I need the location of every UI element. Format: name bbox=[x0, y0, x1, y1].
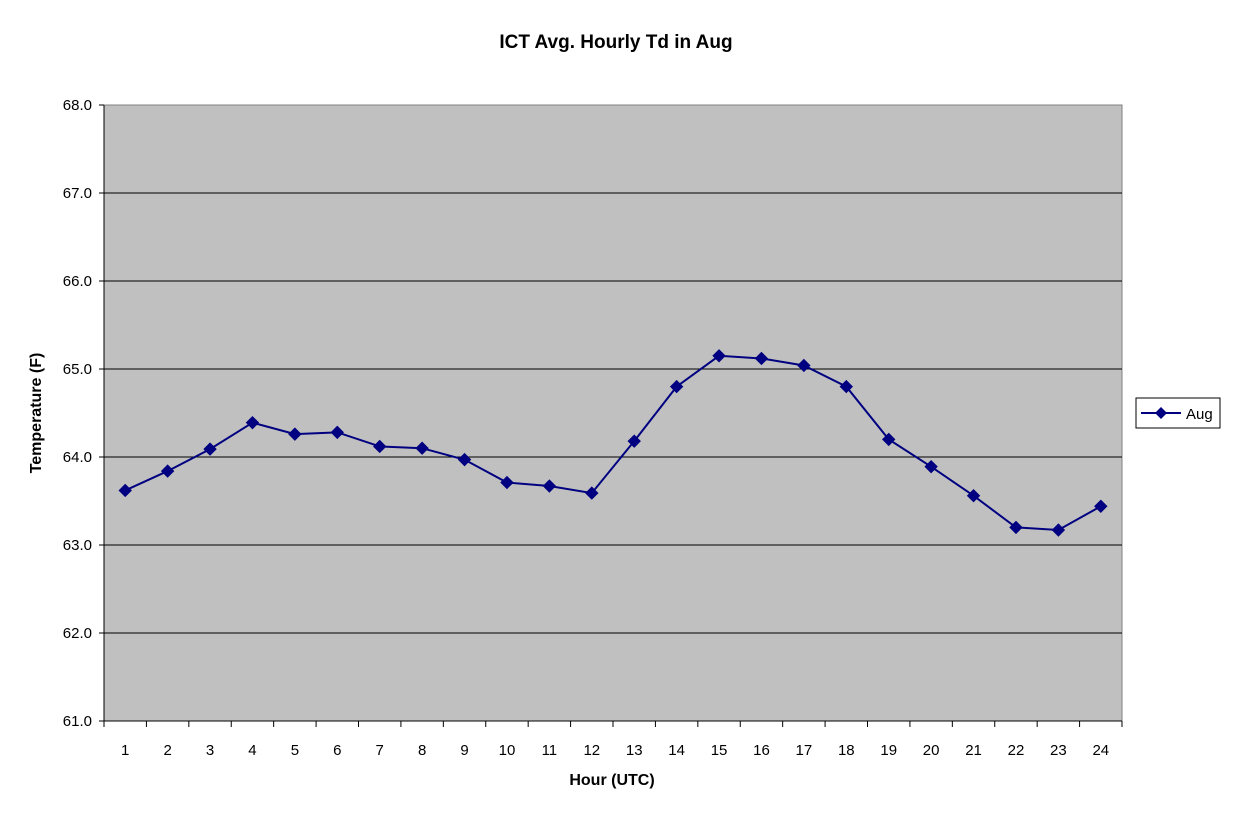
y-tick-label: 66.0 bbox=[63, 273, 92, 290]
data-point-17 bbox=[797, 358, 811, 373]
x-tick-label: 24 bbox=[1092, 742, 1109, 759]
series-aug bbox=[118, 349, 1108, 537]
data-point-18 bbox=[839, 379, 853, 394]
x-tick-label: 14 bbox=[668, 742, 685, 759]
data-point-3 bbox=[203, 442, 217, 456]
x-tick-label: 20 bbox=[923, 742, 940, 759]
data-point-10 bbox=[500, 475, 514, 490]
data-point-6 bbox=[330, 425, 344, 440]
data-point-1 bbox=[118, 483, 132, 498]
y-tick-label: 64.0 bbox=[63, 449, 92, 466]
x-tick-label: 10 bbox=[499, 742, 516, 759]
data-point-15 bbox=[712, 349, 726, 363]
x-tick-label: 11 bbox=[542, 742, 558, 759]
x-tick-label: 1 bbox=[121, 742, 129, 759]
data-point-4 bbox=[245, 415, 260, 430]
y-tick-label: 65.0 bbox=[63, 361, 92, 378]
plot-area bbox=[103, 104, 1123, 722]
legend: Aug bbox=[1135, 397, 1221, 429]
data-point-14 bbox=[669, 379, 684, 394]
x-tick-label: 7 bbox=[376, 742, 384, 759]
x-tick-label: 22 bbox=[1008, 742, 1025, 759]
x-tick-label: 17 bbox=[796, 742, 813, 759]
data-point-20 bbox=[924, 459, 938, 474]
data-point-24 bbox=[1094, 499, 1108, 513]
y-axis-ticks: 61.0 62.0 63.0 64.0 65.0 66.0 67.0 68.0 bbox=[63, 97, 104, 730]
data-point-2 bbox=[160, 464, 175, 478]
x-tick-label: 13 bbox=[626, 742, 643, 759]
data-point-16 bbox=[754, 351, 769, 366]
x-tick-label: 5 bbox=[291, 742, 299, 759]
gridlines bbox=[104, 192, 1122, 634]
x-tick-label: 9 bbox=[460, 742, 468, 759]
data-point-8 bbox=[415, 441, 429, 455]
y-tick-label: 61.0 bbox=[63, 713, 92, 730]
x-tick-label: 6 bbox=[333, 742, 341, 759]
x-tick-label: 4 bbox=[248, 742, 256, 759]
data-point-13 bbox=[627, 434, 641, 448]
chart-title: ICT Avg. Hourly Td in Aug bbox=[499, 32, 732, 53]
x-tick-label: 16 bbox=[753, 742, 770, 759]
legend-label-aug: Aug bbox=[1186, 406, 1213, 423]
y-tick-label: 62.0 bbox=[63, 625, 92, 642]
data-point-21 bbox=[966, 489, 981, 503]
data-point-5 bbox=[288, 427, 302, 441]
x-tick-label: 15 bbox=[711, 742, 728, 759]
x-axis-title: Hour (UTC) bbox=[569, 772, 654, 789]
x-tick-label: 23 bbox=[1050, 742, 1067, 759]
x-tick-label: 3 bbox=[206, 742, 214, 759]
x-tick-label: 2 bbox=[163, 742, 171, 759]
legend-marker-diamond bbox=[1155, 407, 1167, 419]
x-tick-label: 21 bbox=[965, 742, 982, 759]
x-tick-label: 12 bbox=[583, 742, 600, 759]
y-tick-label: 68.0 bbox=[63, 97, 92, 114]
x-tick-label: 18 bbox=[838, 742, 855, 759]
y-tick-label: 67.0 bbox=[63, 185, 92, 202]
data-point-22 bbox=[1009, 520, 1023, 535]
data-point-19 bbox=[882, 432, 896, 447]
x-tick-label: 8 bbox=[418, 742, 426, 759]
data-point-12 bbox=[585, 486, 599, 500]
data-point-7 bbox=[373, 439, 387, 454]
data-point-11 bbox=[542, 479, 557, 493]
y-axis-title: Temperature (F) bbox=[28, 353, 45, 474]
data-point-9 bbox=[457, 452, 472, 467]
series-line-aug bbox=[124, 354, 1102, 532]
x-axis-ticks: 1 2 3 4 5 6 7 8 9 10 11 12 13 14 15 16 17 18 19 20 21 22 23 24 bbox=[103, 721, 1123, 759]
y-tick-label: 63.0 bbox=[63, 537, 92, 554]
data-point-23 bbox=[1051, 523, 1066, 537]
x-tick-label: 19 bbox=[880, 742, 897, 759]
